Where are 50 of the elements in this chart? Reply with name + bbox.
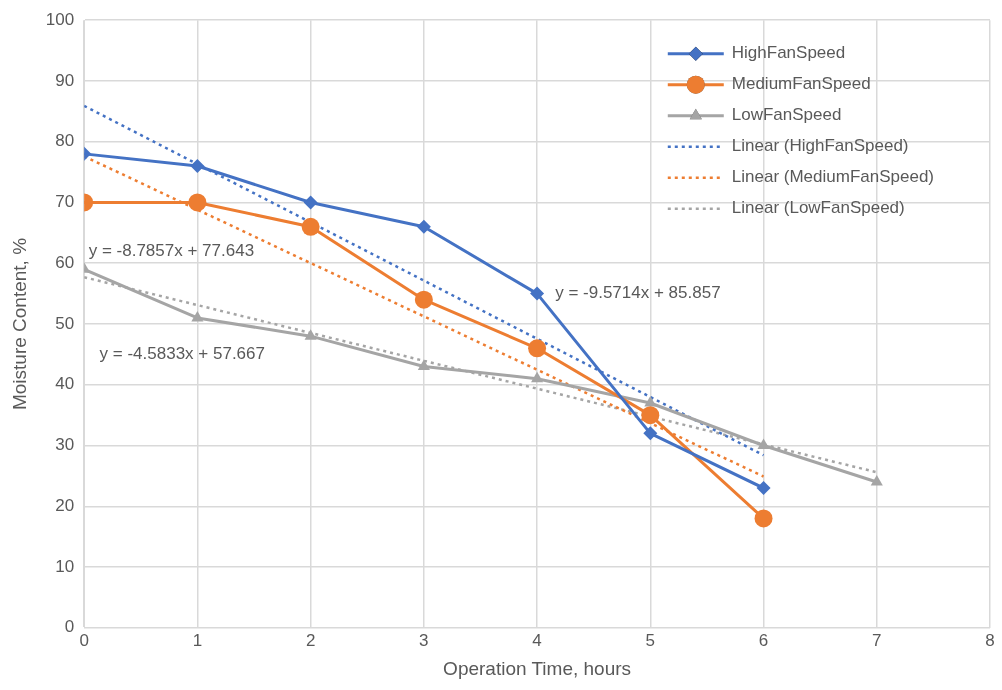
point [416,219,431,234]
point [528,339,547,358]
y-tick-label: 80 [55,131,75,151]
y-tick-label: 100 [45,9,75,29]
legend-label: MediumFanSpeed [731,74,871,94]
y-tick-label: 60 [55,252,75,272]
point [417,359,430,371]
legend-label: Linear (HighFanSpeed) [731,136,909,156]
legend-label: LowFanSpeed [731,105,842,125]
legend-label: Linear (LowFanSpeed) [731,198,905,218]
y-tick-label: 20 [55,495,75,515]
y-tick-label: 10 [55,556,75,576]
point [188,193,207,212]
y-tick-label: 50 [55,313,75,333]
x-tick-label: 1 [192,630,203,650]
point [414,290,433,309]
x-tick-label: 6 [758,630,769,650]
point [757,438,770,450]
x-tick-label: 8 [985,630,995,650]
point [644,395,657,407]
annotation: y = -4.5833x + 57.667 [99,344,265,364]
y-axis-title: Moisture Content, % [8,237,30,411]
y-tick-label: 70 [55,192,75,212]
point [303,195,318,210]
x-tick-label: 2 [305,630,316,650]
point [754,509,773,528]
point [301,217,320,236]
x-tick-label: 7 [872,630,882,650]
x-tick-label: 5 [645,630,656,650]
x-tick-label: 0 [79,630,89,650]
point [530,286,545,301]
point [643,426,658,441]
y-tick-label: 0 [64,617,75,637]
x-tick-label: 4 [532,630,542,650]
point [191,310,204,322]
annotation: y = -9.5714x + 85.857 [555,283,721,303]
point [756,481,771,496]
x-tick-label: 3 [419,630,429,650]
y-tick-label: 40 [55,374,75,394]
point [531,371,544,383]
annotation: y = -8.7857x + 77.643 [88,240,255,260]
y-tick-label: 90 [55,70,75,90]
point [304,329,317,340]
point [641,406,660,425]
y-tick-label: 30 [55,435,75,455]
legend-label: HighFanSpeed [731,43,846,63]
x-axis-title: Operation Time, hours [443,657,632,679]
point [870,474,883,486]
legend-label: Linear (MediumFanSpeed) [731,167,934,187]
point [190,159,205,174]
